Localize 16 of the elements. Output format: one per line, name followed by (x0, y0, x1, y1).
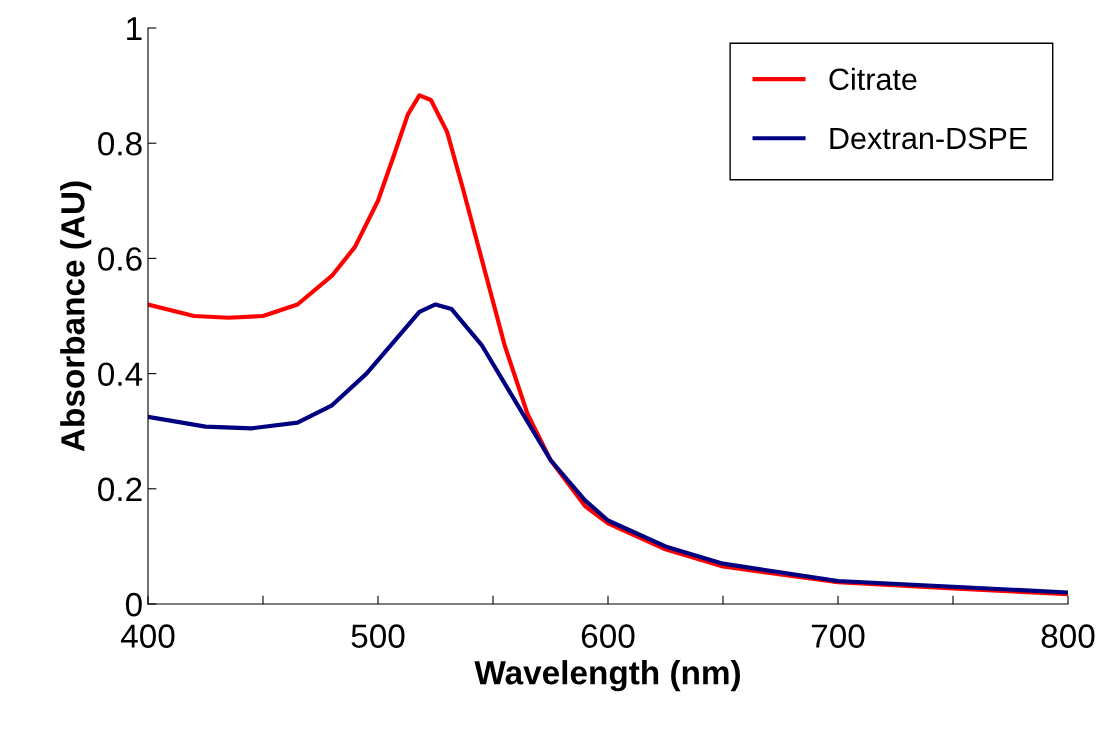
line-series (148, 302, 1068, 595)
legend-label: Citrate (829, 67, 917, 91)
y-tick-label: 1 (127, 17, 142, 41)
x-tick-label: 700 (811, 624, 865, 648)
legend-label: Dextran-DSPE (830, 127, 1027, 150)
x-tick-label: 400 (120, 624, 175, 648)
y-tick-label: 0 (125, 592, 142, 617)
y-axis-title: Absorbance (AU) (60, 181, 92, 452)
x-axis-title: Wavelength (nm) (474, 660, 740, 692)
y-tick-label: 0.6 (98, 247, 142, 271)
y-tick-label: 0.8 (98, 132, 142, 156)
y-tick-label: 0.4 (98, 362, 143, 387)
x-tick-label: 800 (1041, 624, 1095, 648)
x-tick-label: 600 (581, 624, 635, 648)
x-tick-label: 500 (351, 624, 405, 648)
y-tick-label: 0.2 (98, 477, 142, 502)
